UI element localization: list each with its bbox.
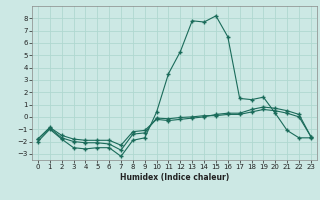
X-axis label: Humidex (Indice chaleur): Humidex (Indice chaleur) bbox=[120, 173, 229, 182]
